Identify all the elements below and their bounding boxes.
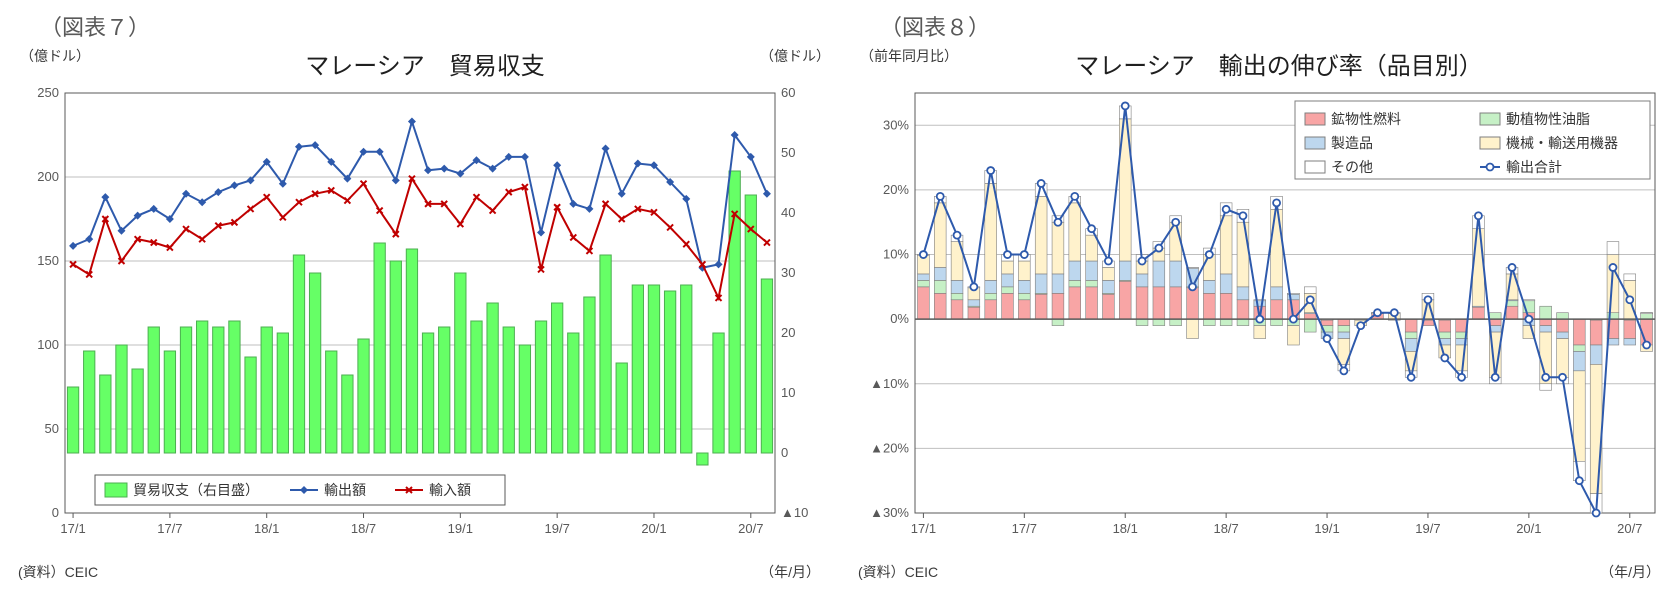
svg-text:100: 100 <box>37 337 59 352</box>
svg-text:10: 10 <box>781 385 795 400</box>
svg-text:18/1: 18/1 <box>1113 521 1138 536</box>
chart8-svg: ▲30% ▲20% ▲10% 0% 10% 20% 30% 17/1 17/7 18/1 18/7 1… <box>850 83 1670 553</box>
svg-text:17/1: 17/1 <box>911 521 936 536</box>
svg-text:17/7: 17/7 <box>1012 521 1037 536</box>
chart7-y1-label: （億ドル） <box>20 46 90 83</box>
chart8-title: マレーシア 輸出の伸び率（品目別） <box>958 46 1600 81</box>
svg-text:0: 0 <box>781 445 788 460</box>
svg-text:30: 30 <box>781 265 795 280</box>
chart8-fig-label: （図表８） <box>850 10 1674 42</box>
chart7-block: （図表７） （億ドル） マレーシア 貿易収支 （億ドル） 05010015020… <box>10 10 840 582</box>
svg-text:▲30%: ▲30% <box>870 505 909 520</box>
svg-text:18/7: 18/7 <box>1213 521 1238 536</box>
svg-text:60: 60 <box>781 85 795 100</box>
chart7-y2-label: （億ドル） <box>760 46 830 83</box>
svg-text:鉱物性燃料: 鉱物性燃料 <box>1331 111 1401 127</box>
chart8-block: （図表８） （前年同月比） マレーシア 輸出の伸び率（品目別） ▲30% ▲20%… <box>850 10 1674 582</box>
svg-text:19/7: 19/7 <box>1415 521 1440 536</box>
svg-text:機械・輸送用機器: 機械・輸送用機器 <box>1506 135 1618 151</box>
svg-text:18/7: 18/7 <box>351 521 376 536</box>
svg-text:18/1: 18/1 <box>254 521 279 536</box>
svg-text:20%: 20% <box>883 182 909 197</box>
chart8-y-label: （前年同月比） <box>860 46 958 83</box>
svg-text:19/1: 19/1 <box>448 521 473 536</box>
svg-text:輸入額: 輸入額 <box>429 482 471 498</box>
svg-text:▲10%: ▲10% <box>870 376 909 391</box>
svg-text:50: 50 <box>781 145 795 160</box>
svg-text:20/7: 20/7 <box>738 521 763 536</box>
chart8-xaxis-label: （年/月） <box>1600 562 1660 582</box>
svg-text:30%: 30% <box>883 117 909 132</box>
chart7-fig-label: （図表７） <box>10 10 840 42</box>
chart7-xaxis-label: （年/月） <box>760 562 820 582</box>
chart7-svg: 0 50 100 150 200 250 ▲10 0 10 20 30 40 50 60 17/1 17/7 1… <box>10 83 830 553</box>
svg-text:▲20%: ▲20% <box>870 440 909 455</box>
svg-text:0: 0 <box>52 505 59 520</box>
svg-text:20/1: 20/1 <box>641 521 666 536</box>
chart8-source: (資料）CEIC <box>858 562 938 582</box>
svg-text:250: 250 <box>37 85 59 100</box>
svg-text:50: 50 <box>45 421 59 436</box>
svg-text:その他: その他 <box>1331 159 1373 175</box>
svg-text:17/7: 17/7 <box>157 521 182 536</box>
svg-text:19/7: 19/7 <box>545 521 570 536</box>
svg-text:20: 20 <box>781 325 795 340</box>
svg-text:200: 200 <box>37 169 59 184</box>
svg-text:150: 150 <box>37 253 59 268</box>
chart7-title: マレーシア 貿易収支 <box>90 46 760 81</box>
svg-text:輸出額: 輸出額 <box>324 482 366 498</box>
svg-text:20/7: 20/7 <box>1617 521 1642 536</box>
chart7-source: (資料）CEIC <box>18 562 98 582</box>
svg-text:20/1: 20/1 <box>1516 521 1541 536</box>
svg-text:0%: 0% <box>890 311 909 326</box>
charts-row: （図表７） （億ドル） マレーシア 貿易収支 （億ドル） 05010015020… <box>10 10 1674 582</box>
svg-text:貿易収支（右目盛）: 貿易収支（右目盛） <box>133 482 259 498</box>
svg-text:輸出合計: 輸出合計 <box>1506 159 1562 175</box>
svg-text:動植物性油脂: 動植物性油脂 <box>1506 111 1590 127</box>
svg-text:▲10: ▲10 <box>781 505 808 520</box>
svg-text:10%: 10% <box>883 247 909 262</box>
svg-text:40: 40 <box>781 205 795 220</box>
svg-text:製造品: 製造品 <box>1331 135 1373 151</box>
svg-text:17/1: 17/1 <box>60 521 85 536</box>
svg-text:19/1: 19/1 <box>1314 521 1339 536</box>
